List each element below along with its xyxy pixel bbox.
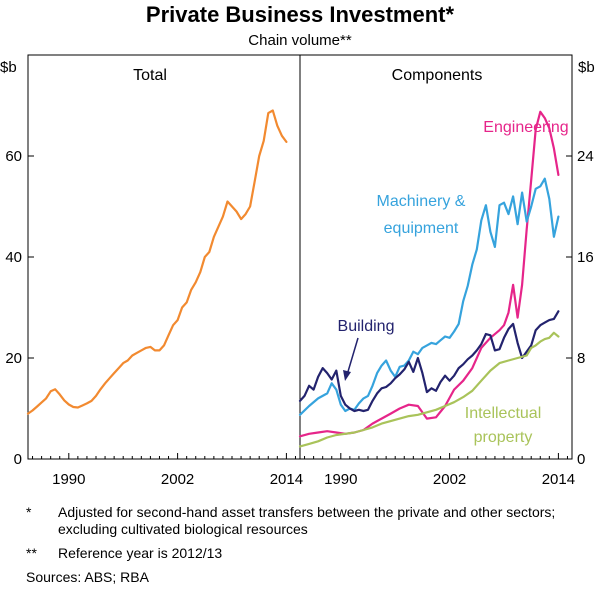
y-tick-label-left-1: 20: [5, 350, 22, 367]
left-axis-unit: $b: [0, 59, 17, 76]
footnote-2-text: Reference year is 2012/13: [58, 545, 223, 561]
right-x-ticks: 1990 2002 2014: [304, 453, 575, 488]
y-tick-label-left-3: 60: [5, 148, 22, 165]
engineering-label: Engineering: [483, 119, 568, 136]
y-tick-label-right-3: 24: [577, 148, 594, 165]
series-line-intellectual-property: [298, 331, 560, 448]
y-tick-label-left-2: 40: [5, 249, 22, 266]
footnote-1-marker: *: [26, 504, 32, 520]
footnote-2-marker: **: [26, 545, 37, 561]
sources-line: Sources: ABS; RBA: [26, 569, 149, 585]
left-x-ticks: 1990 2002 2014: [32, 453, 303, 488]
x-tick-label-left-0: 1990: [52, 471, 85, 488]
building-pointer-line: [346, 337, 359, 376]
intellectual-label-line1: Intellectual: [465, 405, 542, 422]
y-tick-label-right-1: 8: [577, 350, 585, 367]
machinery-label-line1: Machinery &: [377, 193, 466, 210]
footnote-1-text: Adjusted for second-hand asset transfers…: [58, 504, 556, 537]
y-tick-label-left-0: 0: [14, 451, 22, 468]
total-series-group: [26, 109, 288, 415]
y-tick-label-right-2: 16: [577, 249, 594, 266]
components-series-group: [298, 110, 560, 448]
chart-title: Private Business Investment*: [146, 2, 455, 27]
x-tick-label-left-1: 2002: [161, 471, 194, 488]
right-axis-unit: $b: [578, 59, 595, 76]
left-y-ticks: 0 20 40 60: [5, 148, 34, 468]
x-tick-label-left-2: 2014: [270, 471, 303, 488]
intellectual-label-line2: property: [474, 429, 533, 446]
series-line-building: [298, 310, 560, 413]
building-label: Building: [338, 318, 395, 335]
chart-subtitle: Chain volume**: [248, 32, 352, 49]
x-tick-label-right-1: 2002: [433, 471, 466, 488]
panel-title-total: Total: [133, 67, 167, 84]
panel-title-components: Components: [392, 67, 483, 84]
series-line-total: [26, 109, 288, 415]
x-tick-label-right-0: 1990: [324, 471, 357, 488]
machinery-label-line2: equipment: [384, 220, 459, 237]
y-tick-label-right-0: 0: [577, 451, 585, 468]
building-pointer-arrowhead: [343, 370, 351, 381]
right-y-ticks: 0 8 16 24: [566, 148, 594, 468]
x-tick-label-right-2: 2014: [542, 471, 575, 488]
